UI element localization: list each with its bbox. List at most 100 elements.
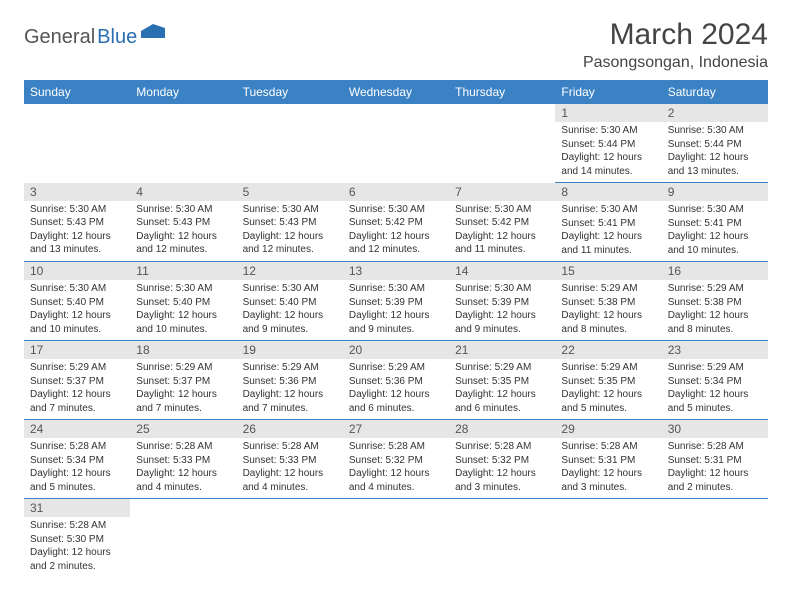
calendar-day-cell: 30Sunrise: 5:28 AMSunset: 5:31 PMDayligh… — [662, 420, 768, 499]
calendar-body: 1Sunrise: 5:30 AMSunset: 5:44 PMDaylight… — [24, 104, 768, 577]
daylight-text: Daylight: 12 hours and 12 minutes. — [136, 230, 230, 257]
calendar-day-cell: 15Sunrise: 5:29 AMSunset: 5:38 PMDayligh… — [555, 262, 661, 341]
sunrise-text: Sunrise: 5:28 AM — [243, 440, 337, 454]
calendar-week-row: 3Sunrise: 5:30 AMSunset: 5:43 PMDaylight… — [24, 183, 768, 262]
sunrise-text: Sunrise: 5:30 AM — [30, 282, 124, 296]
day-detail: Sunrise: 5:30 AMSunset: 5:43 PMDaylight:… — [237, 201, 343, 261]
day-number-empty — [449, 499, 555, 517]
calendar-day-cell: 23Sunrise: 5:29 AMSunset: 5:34 PMDayligh… — [662, 341, 768, 420]
sunrise-text: Sunrise: 5:30 AM — [349, 282, 443, 296]
calendar-day-cell: 12Sunrise: 5:30 AMSunset: 5:40 PMDayligh… — [237, 262, 343, 341]
calendar-week-row: 17Sunrise: 5:29 AMSunset: 5:37 PMDayligh… — [24, 341, 768, 420]
day-detail: Sunrise: 5:29 AMSunset: 5:36 PMDaylight:… — [237, 359, 343, 419]
sunset-text: Sunset: 5:31 PM — [668, 454, 762, 468]
calendar-day-cell — [130, 499, 236, 578]
sunrise-text: Sunrise: 5:30 AM — [136, 203, 230, 217]
sunrise-text: Sunrise: 5:30 AM — [668, 203, 762, 217]
calendar-day-cell: 9Sunrise: 5:30 AMSunset: 5:41 PMDaylight… — [662, 183, 768, 262]
daylight-text: Daylight: 12 hours and 3 minutes. — [561, 467, 655, 494]
day-detail: Sunrise: 5:28 AMSunset: 5:33 PMDaylight:… — [237, 438, 343, 498]
sunset-text: Sunset: 5:37 PM — [136, 375, 230, 389]
sunset-text: Sunset: 5:44 PM — [668, 138, 762, 152]
sunset-text: Sunset: 5:37 PM — [30, 375, 124, 389]
daylight-text: Daylight: 12 hours and 10 minutes. — [668, 230, 762, 257]
calendar-day-cell: 18Sunrise: 5:29 AMSunset: 5:37 PMDayligh… — [130, 341, 236, 420]
day-detail: Sunrise: 5:29 AMSunset: 5:35 PMDaylight:… — [449, 359, 555, 419]
calendar-day-cell: 22Sunrise: 5:29 AMSunset: 5:35 PMDayligh… — [555, 341, 661, 420]
sunset-text: Sunset: 5:39 PM — [455, 296, 549, 310]
calendar-day-cell: 20Sunrise: 5:29 AMSunset: 5:36 PMDayligh… — [343, 341, 449, 420]
day-number-empty — [24, 104, 130, 122]
day-number: 19 — [237, 341, 343, 359]
day-number: 3 — [24, 183, 130, 201]
day-detail: Sunrise: 5:29 AMSunset: 5:36 PMDaylight:… — [343, 359, 449, 419]
day-number: 21 — [449, 341, 555, 359]
day-detail: Sunrise: 5:29 AMSunset: 5:38 PMDaylight:… — [662, 280, 768, 340]
day-number: 29 — [555, 420, 661, 438]
sunset-text: Sunset: 5:42 PM — [349, 216, 443, 230]
calendar-day-cell: 11Sunrise: 5:30 AMSunset: 5:40 PMDayligh… — [130, 262, 236, 341]
calendar-day-cell — [662, 499, 768, 578]
calendar-day-cell: 8Sunrise: 5:30 AMSunset: 5:41 PMDaylight… — [555, 183, 661, 262]
calendar-day-cell — [343, 499, 449, 578]
calendar-day-cell: 25Sunrise: 5:28 AMSunset: 5:33 PMDayligh… — [130, 420, 236, 499]
logo: GeneralBlue — [24, 24, 165, 51]
calendar-day-cell: 28Sunrise: 5:28 AMSunset: 5:32 PMDayligh… — [449, 420, 555, 499]
sunrise-text: Sunrise: 5:29 AM — [455, 361, 549, 375]
daylight-text: Daylight: 12 hours and 12 minutes. — [243, 230, 337, 257]
day-detail: Sunrise: 5:28 AMSunset: 5:34 PMDaylight:… — [24, 438, 130, 498]
calendar-week-row: 31Sunrise: 5:28 AMSunset: 5:30 PMDayligh… — [24, 499, 768, 578]
daylight-text: Daylight: 12 hours and 5 minutes. — [30, 467, 124, 494]
daylight-text: Daylight: 12 hours and 13 minutes. — [30, 230, 124, 257]
day-number: 17 — [24, 341, 130, 359]
sunrise-text: Sunrise: 5:30 AM — [561, 203, 655, 217]
day-detail: Sunrise: 5:30 AMSunset: 5:40 PMDaylight:… — [237, 280, 343, 340]
sunrise-text: Sunrise: 5:30 AM — [455, 282, 549, 296]
calendar-week-row: 1Sunrise: 5:30 AMSunset: 5:44 PMDaylight… — [24, 104, 768, 183]
logo-text-blue: Blue — [97, 26, 137, 49]
calendar-day-cell: 17Sunrise: 5:29 AMSunset: 5:37 PMDayligh… — [24, 341, 130, 420]
day-number: 26 — [237, 420, 343, 438]
sunset-text: Sunset: 5:36 PM — [243, 375, 337, 389]
sunrise-text: Sunrise: 5:29 AM — [561, 282, 655, 296]
day-number: 10 — [24, 262, 130, 280]
calendar-day-cell: 4Sunrise: 5:30 AMSunset: 5:43 PMDaylight… — [130, 183, 236, 262]
calendar-day-cell — [449, 499, 555, 578]
calendar-day-cell: 13Sunrise: 5:30 AMSunset: 5:39 PMDayligh… — [343, 262, 449, 341]
calendar-day-cell: 10Sunrise: 5:30 AMSunset: 5:40 PMDayligh… — [24, 262, 130, 341]
sunrise-text: Sunrise: 5:28 AM — [136, 440, 230, 454]
sunrise-text: Sunrise: 5:30 AM — [455, 203, 549, 217]
daylight-text: Daylight: 12 hours and 9 minutes. — [349, 309, 443, 336]
calendar-day-cell — [343, 104, 449, 183]
sunset-text: Sunset: 5:40 PM — [30, 296, 124, 310]
sunrise-text: Sunrise: 5:30 AM — [136, 282, 230, 296]
calendar-week-row: 24Sunrise: 5:28 AMSunset: 5:34 PMDayligh… — [24, 420, 768, 499]
sunrise-text: Sunrise: 5:28 AM — [30, 440, 124, 454]
day-number-empty — [130, 499, 236, 517]
sunrise-text: Sunrise: 5:30 AM — [349, 203, 443, 217]
calendar-day-cell: 2Sunrise: 5:30 AMSunset: 5:44 PMDaylight… — [662, 104, 768, 183]
calendar-header-row: SundayMondayTuesdayWednesdayThursdayFrid… — [24, 80, 768, 104]
calendar-day-cell: 5Sunrise: 5:30 AMSunset: 5:43 PMDaylight… — [237, 183, 343, 262]
day-detail: Sunrise: 5:28 AMSunset: 5:33 PMDaylight:… — [130, 438, 236, 498]
sunset-text: Sunset: 5:30 PM — [30, 533, 124, 547]
daylight-text: Daylight: 12 hours and 4 minutes. — [243, 467, 337, 494]
day-number-empty — [343, 499, 449, 517]
day-detail: Sunrise: 5:28 AMSunset: 5:31 PMDaylight:… — [662, 438, 768, 498]
calendar-day-cell: 21Sunrise: 5:29 AMSunset: 5:35 PMDayligh… — [449, 341, 555, 420]
day-detail: Sunrise: 5:29 AMSunset: 5:37 PMDaylight:… — [130, 359, 236, 419]
daylight-text: Daylight: 12 hours and 9 minutes. — [455, 309, 549, 336]
day-detail: Sunrise: 5:30 AMSunset: 5:44 PMDaylight:… — [662, 122, 768, 182]
day-detail: Sunrise: 5:30 AMSunset: 5:43 PMDaylight:… — [130, 201, 236, 261]
calendar-day-cell: 19Sunrise: 5:29 AMSunset: 5:36 PMDayligh… — [237, 341, 343, 420]
calendar-day-cell: 16Sunrise: 5:29 AMSunset: 5:38 PMDayligh… — [662, 262, 768, 341]
day-number: 20 — [343, 341, 449, 359]
header: GeneralBlue March 2024 Pasongsongan, Ind… — [24, 18, 768, 72]
sunrise-text: Sunrise: 5:29 AM — [668, 361, 762, 375]
logo-text-general: General — [24, 26, 95, 49]
day-number: 9 — [662, 183, 768, 201]
sunset-text: Sunset: 5:38 PM — [668, 296, 762, 310]
month-title: March 2024 — [583, 18, 768, 52]
sunrise-text: Sunrise: 5:30 AM — [561, 124, 655, 138]
sunset-text: Sunset: 5:43 PM — [243, 216, 337, 230]
